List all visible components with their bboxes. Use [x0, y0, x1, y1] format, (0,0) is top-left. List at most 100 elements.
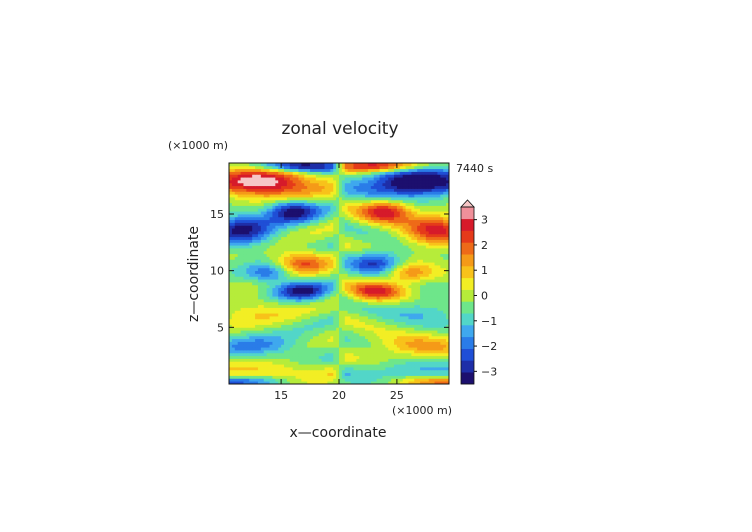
field-cell	[391, 369, 395, 374]
field-cell	[428, 369, 433, 374]
field-cell	[263, 199, 268, 204]
field-cell	[344, 197, 349, 201]
field-cell	[422, 279, 427, 283]
field-cell	[312, 205, 317, 209]
field-cell	[266, 267, 270, 272]
field-cell	[281, 347, 285, 351]
field-cell	[249, 279, 253, 283]
field-cell	[428, 330, 433, 334]
field-cell	[408, 279, 412, 283]
field-cell	[284, 296, 288, 300]
field-cell	[443, 211, 447, 215]
field-cell	[278, 341, 282, 345]
field-cell	[440, 256, 444, 260]
field-cell	[269, 211, 273, 215]
field-cell	[269, 296, 273, 300]
field-cell	[257, 352, 262, 357]
field-cell	[356, 327, 360, 331]
field-cell	[289, 296, 294, 300]
field-cell	[324, 287, 328, 291]
field-cell	[286, 239, 291, 243]
field-cell	[446, 239, 450, 243]
field-cell	[312, 381, 317, 385]
field-cell	[405, 239, 409, 243]
field-cell	[333, 282, 337, 286]
field-cell	[347, 197, 351, 201]
field-cell	[420, 245, 424, 249]
field-cell	[266, 202, 270, 206]
field-cell	[269, 341, 273, 345]
field-cell	[301, 236, 305, 240]
field-cell	[321, 299, 325, 303]
field-cell	[408, 372, 412, 376]
field-cell	[318, 321, 323, 325]
field-cell	[365, 313, 369, 317]
field-cell	[318, 333, 323, 337]
field-cell	[321, 208, 325, 212]
field-cell	[263, 318, 268, 323]
field-cell	[414, 369, 418, 374]
field-cell	[399, 310, 404, 314]
field-cell	[252, 372, 256, 376]
field-cell	[367, 279, 372, 283]
field-cell	[434, 276, 438, 280]
field-cell	[234, 361, 239, 365]
field-cell	[336, 222, 340, 226]
field-cell	[272, 358, 276, 362]
field-cell	[312, 367, 317, 371]
field-cell	[246, 372, 250, 376]
field-cell	[249, 352, 253, 357]
field-cell	[278, 318, 282, 323]
field-cell	[289, 214, 294, 218]
field-cell	[350, 282, 354, 286]
field-cell	[341, 299, 346, 303]
field-cell	[370, 205, 375, 209]
field-cell	[341, 333, 346, 337]
field-cell	[231, 316, 236, 320]
field-cell	[347, 347, 351, 351]
field-cell	[446, 367, 450, 371]
field-cell	[373, 273, 378, 277]
field-cell	[263, 310, 268, 314]
field-cell	[231, 231, 236, 235]
field-cell	[367, 358, 372, 362]
field-cell	[396, 253, 401, 257]
field-cell	[310, 355, 314, 359]
field-cell	[315, 316, 320, 320]
field-cell	[298, 216, 302, 221]
field-cell	[399, 270, 404, 274]
field-cell	[443, 262, 447, 266]
field-cell	[347, 205, 351, 209]
field-cell	[385, 259, 389, 263]
field-cell	[257, 350, 262, 354]
field-cell	[394, 222, 398, 226]
field-cell	[330, 378, 334, 382]
field-cell	[394, 361, 398, 365]
field-cell	[440, 265, 444, 269]
field-cell	[246, 202, 250, 206]
field-cell	[324, 267, 328, 272]
field-cell	[408, 199, 412, 204]
field-cell	[295, 290, 299, 294]
field-cell	[281, 245, 285, 249]
field-cell	[376, 299, 380, 303]
field-cell	[333, 265, 337, 269]
field-cell	[260, 367, 265, 371]
field-cell	[411, 239, 415, 243]
field-cell	[408, 236, 412, 240]
field-cell	[440, 231, 444, 235]
field-cell	[234, 242, 239, 246]
field-cell	[234, 211, 239, 215]
field-cell	[327, 287, 331, 291]
field-cell	[307, 301, 311, 306]
field-cell	[391, 250, 395, 255]
field-cell	[402, 381, 406, 385]
field-cell	[411, 364, 415, 368]
field-cell	[269, 205, 273, 209]
field-cell	[341, 381, 346, 385]
field-cell	[231, 350, 236, 354]
field-cell	[388, 321, 392, 325]
field-cell	[263, 307, 268, 311]
field-cell	[362, 225, 366, 229]
field-cell	[341, 324, 346, 328]
